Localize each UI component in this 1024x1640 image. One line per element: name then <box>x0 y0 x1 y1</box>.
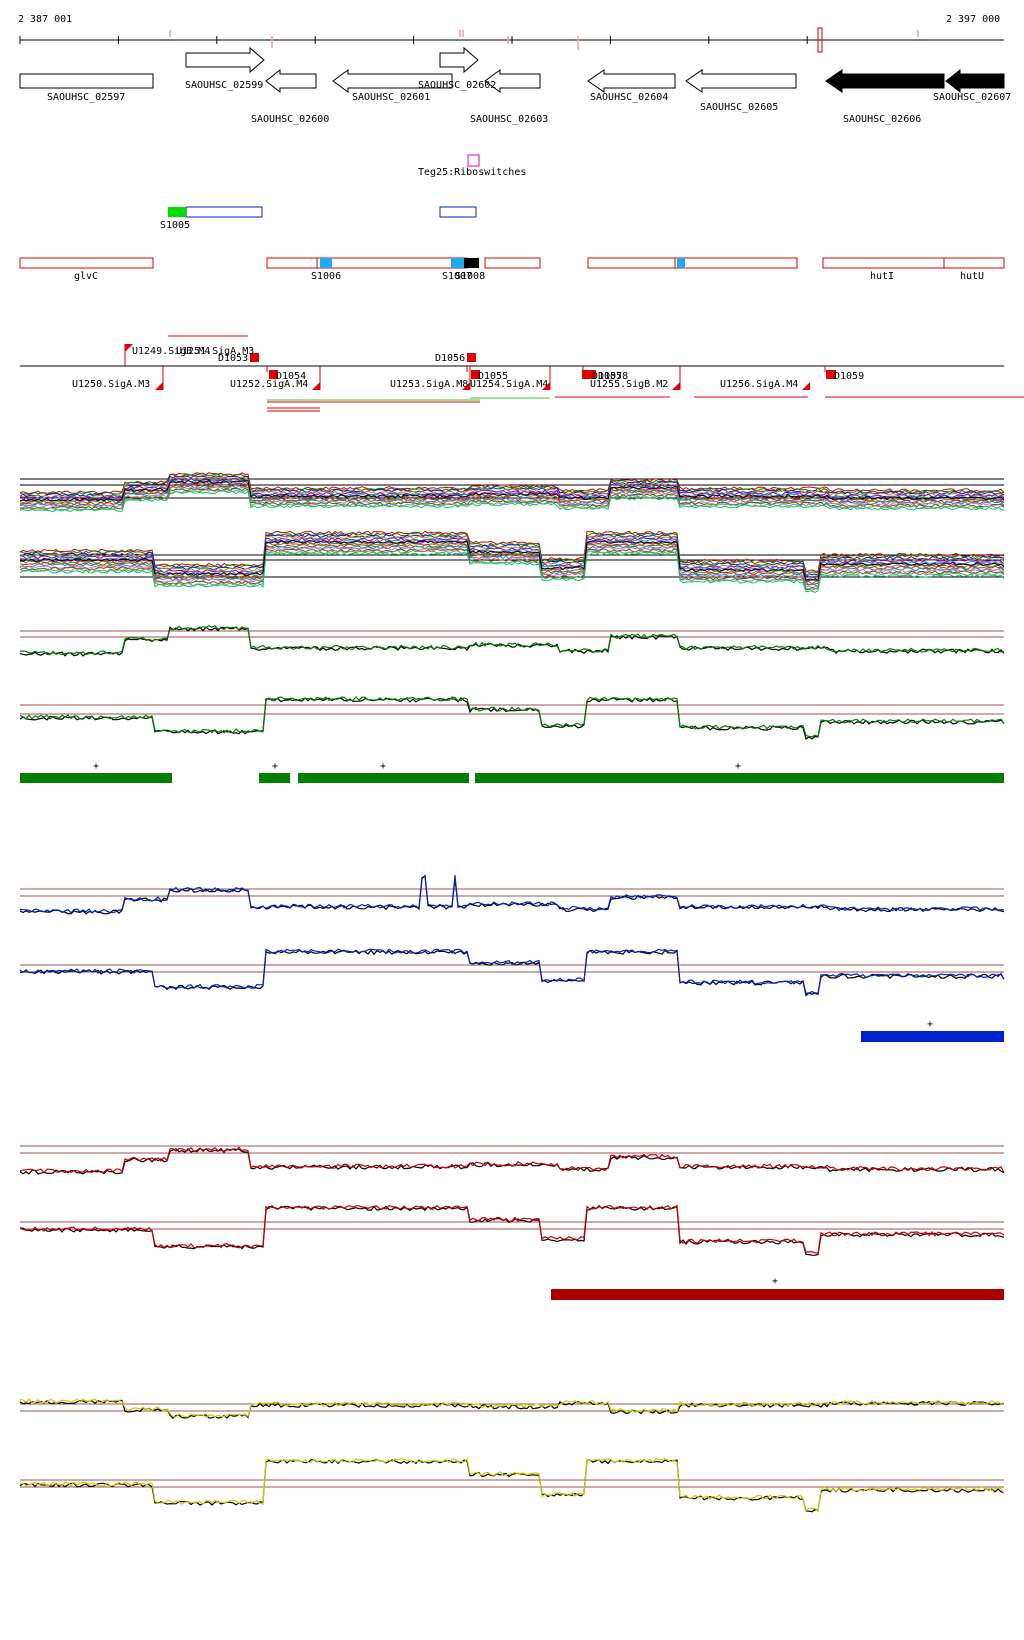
gene-SAOUHSC_02603[interactable] <box>484 69 541 93</box>
segment-bar[interactable] <box>298 773 469 783</box>
expression-track-green-reverse <box>19 696 1005 740</box>
d-feature-label: D1053 <box>218 353 248 364</box>
promoter-label: U1253.SigA.M8 <box>390 379 468 390</box>
gene-SAOUHSC_02599[interactable] <box>185 46 265 74</box>
gene-SAOUHSC_02597[interactable] <box>19 73 154 89</box>
operon-box[interactable] <box>266 257 318 269</box>
promoter-track: U1249.SigB.M4 U1251.SigA.M3 U1250.SigA.M… <box>20 335 1024 412</box>
gene-label: SAOUHSC_02601 <box>352 92 430 103</box>
d-feature-box[interactable] <box>826 370 836 379</box>
operon-box[interactable] <box>943 257 1005 269</box>
segment-bar[interactable] <box>861 1031 1004 1042</box>
expression-track-multi-forward <box>19 472 1005 513</box>
expression-track-green-forward <box>19 625 1005 657</box>
operon-box[interactable] <box>822 257 945 269</box>
gene-SAOUHSC_02604[interactable] <box>587 69 676 93</box>
operon-markers: glvC S1006 S1007 S1008 hutI hutU <box>74 258 984 282</box>
gene-label: SAOUHSC_02600 <box>251 114 329 125</box>
operon-label: hutI <box>870 271 894 282</box>
expression-track-yellow-reverse <box>19 1457 1005 1513</box>
gene-SAOUHSC_02607[interactable] <box>945 68 1005 94</box>
operon-box[interactable] <box>19 257 154 269</box>
d-feature-box[interactable] <box>269 370 278 379</box>
s-feature-box[interactable] <box>185 206 263 218</box>
operon-label: glvC <box>74 271 98 282</box>
d-feature-box[interactable] <box>471 370 480 379</box>
s-feature-label: S1007 <box>442 271 472 282</box>
promoter-label: U1255.SigB.M2 <box>590 379 668 390</box>
riboswitch-label: Teg25:Riboswitches <box>418 167 526 178</box>
segment-strand-label: + <box>272 761 278 772</box>
segment-bar[interactable] <box>475 773 1004 783</box>
s-feature-label: S1008 <box>455 271 485 282</box>
operon-box[interactable] <box>674 257 798 269</box>
segment-strand-label: + <box>93 761 99 772</box>
riboswitch-box[interactable] <box>467 154 480 167</box>
segment-bar[interactable] <box>259 773 290 783</box>
segment-track-red: + <box>551 1276 1004 1300</box>
segment-bar[interactable] <box>20 773 172 783</box>
expression-track-red-forward <box>19 1145 1005 1175</box>
gene-SAOUHSC_02602[interactable] <box>439 46 479 74</box>
segment-strand-label: + <box>380 761 386 772</box>
operon-box[interactable] <box>484 257 541 269</box>
gene-track <box>19 46 1005 94</box>
gene-label: SAOUHSC_02607 <box>933 92 1011 103</box>
gene-label: SAOUHSC_02604 <box>590 92 668 103</box>
expression-track-multi-reverse <box>19 530 1005 593</box>
s-feature-box[interactable] <box>439 206 477 218</box>
gene-label: SAOUHSC_02603 <box>470 114 548 125</box>
d-feature-label: D1057 <box>592 371 622 382</box>
operon-box[interactable] <box>587 257 676 269</box>
d-feature-label: D1055 <box>478 371 508 382</box>
expression-track-red-reverse <box>19 1204 1005 1256</box>
promoter-label: U1256.SigA.M4 <box>720 379 798 390</box>
promoter-label: U1252.SigA.M4 <box>230 379 308 390</box>
operon-label: hutU <box>960 271 984 282</box>
d-feature-box[interactable] <box>250 353 259 362</box>
d-feature-label: D1056 <box>435 353 465 364</box>
expression-track-yellow-forward <box>19 1398 1005 1420</box>
gene-label: SAOUHSC_02605 <box>700 102 778 113</box>
segment-strand-label: + <box>772 1276 778 1287</box>
s-feature-box[interactable] <box>168 207 186 217</box>
operon-track <box>19 257 1005 269</box>
d-feature-box[interactable] <box>467 353 476 362</box>
gene-label: SAOUHSC_02597 <box>47 92 125 103</box>
promoter-label: U1254.SigA.M4 <box>470 379 548 390</box>
riboswitch-feature: Teg25:Riboswitches <box>418 154 526 178</box>
gene-SAOUHSC_02600[interactable] <box>265 68 317 94</box>
d-feature-label: D1054 <box>276 371 306 382</box>
d-feature-label: D1059 <box>834 371 864 382</box>
segment-track-blue: + <box>861 1019 1004 1042</box>
s-feature-track: S1005 <box>160 206 477 231</box>
segment-bar[interactable] <box>551 1289 1004 1300</box>
gene-label: SAOUHSC_02599 <box>185 80 263 91</box>
segment-track-green: + + + + <box>20 761 1004 783</box>
s-feature-label: S1005 <box>160 220 190 231</box>
gene-SAOUHSC_02605[interactable] <box>685 69 797 93</box>
d-feature-label: D1058 <box>598 371 628 382</box>
gene-SAOUHSC_02601[interactable] <box>332 69 453 93</box>
gene-label: SAOUHSC_02606 <box>843 114 921 125</box>
ruler-start-label: 2 387 001 <box>18 14 72 25</box>
s-feature-label: S1006 <box>311 271 341 282</box>
ruler-end-label: 2 397 000 <box>946 14 1000 25</box>
gene-labels: SAOUHSC_02597 SAOUHSC_02599 SAOUHSC_0260… <box>47 80 1011 125</box>
d-feature-box[interactable] <box>582 370 596 379</box>
segment-strand-label: + <box>735 761 741 772</box>
expression-track-blue-forward <box>19 874 1005 915</box>
coordinate-ruler: 2 387 001 2 397 000 <box>18 14 1004 53</box>
operon-box[interactable] <box>316 257 468 269</box>
promoter-label: U1249.SigB.M4 <box>132 346 210 357</box>
promoter-label: U1250.SigA.M3 <box>72 379 150 390</box>
segment-strand-label: + <box>927 1019 933 1030</box>
gene-label: SAOUHSC_02602 <box>418 80 496 91</box>
expression-track-blue-reverse <box>19 948 1005 997</box>
promoter-label: U1251.SigA.M3 <box>176 346 254 357</box>
gene-SAOUHSC_02606[interactable] <box>825 69 945 93</box>
